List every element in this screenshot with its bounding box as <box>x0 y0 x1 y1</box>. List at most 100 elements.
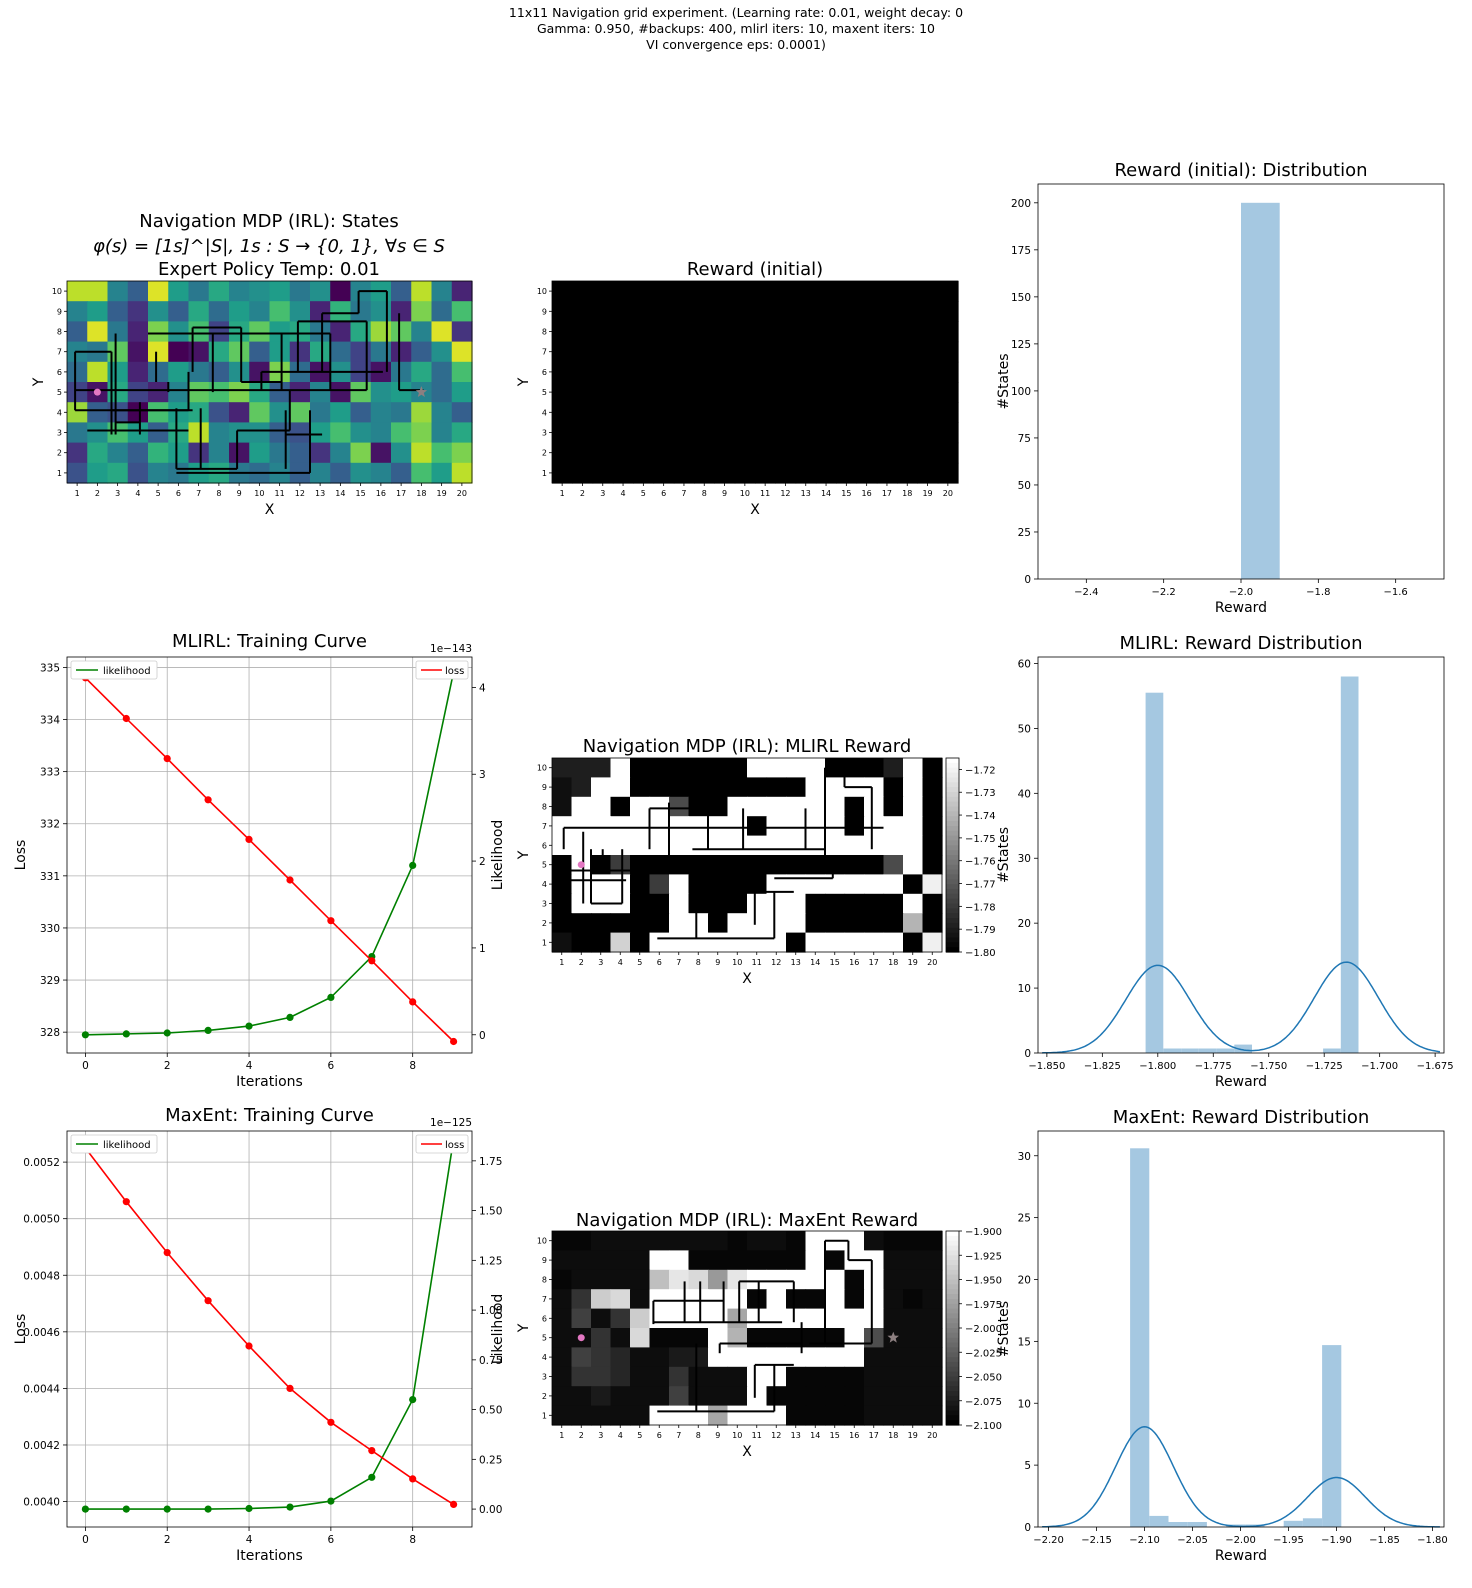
expert-trajectories <box>74 290 424 474</box>
histogram-bars <box>1130 1148 1342 1527</box>
x-tick-label: 14 <box>335 489 345 498</box>
heatmap-cell <box>330 281 352 302</box>
heatmap-cell <box>805 835 826 856</box>
y-right-tick-label: 0.50 <box>479 1405 502 1417</box>
figure-suptitle: 11x11 Navigation grid experiment. (Learn… <box>0 5 1472 53</box>
y-tick-label: 30 <box>1018 1151 1031 1163</box>
x-tick-label: 4 <box>618 958 623 967</box>
heatmap-cell <box>937 341 959 363</box>
heatmap-cell <box>864 893 885 914</box>
colorbar-tick-label: −1.900 <box>965 1227 1002 1238</box>
heatmap-cell <box>148 462 169 484</box>
heatmap-cell <box>844 1308 865 1329</box>
heatmap-cell <box>897 341 918 363</box>
heatmap-cell <box>922 777 943 798</box>
legend-box <box>70 1134 158 1154</box>
heatmap-cell <box>922 758 943 778</box>
heatmap-cell <box>864 796 885 817</box>
heatmap-cell <box>883 1405 904 1426</box>
heatmap-cell <box>883 932 904 953</box>
heatmap-cell <box>883 1366 904 1387</box>
x-tick-label: 11 <box>760 489 770 498</box>
x-tick-label: 20 <box>927 958 937 967</box>
heatmap-cell <box>591 1328 612 1348</box>
heatmap-cell <box>610 932 631 953</box>
heatmap-cell <box>844 1328 865 1348</box>
colorbar-segment <box>946 869 959 875</box>
heatmap-cell <box>786 913 807 934</box>
heatmap-cell <box>917 281 939 302</box>
y-tick-label: 8 <box>542 1276 547 1285</box>
start-marker <box>577 1334 585 1342</box>
x-tick-label: −1.750 <box>1250 1061 1287 1072</box>
heatmap-cell <box>649 855 670 875</box>
heatmap-cell <box>688 893 709 914</box>
heatmap-cell <box>844 893 865 914</box>
heatmap-cell <box>775 442 797 464</box>
x-tick-label: 4 <box>621 489 626 498</box>
heatmap-cell <box>350 341 372 363</box>
histogram-bar <box>1181 1048 1199 1053</box>
heatmap-cell <box>825 932 846 953</box>
heatmap-cell <box>148 402 169 423</box>
heatmap-cell <box>148 301 169 322</box>
x-tick-label: −2.4 <box>1074 587 1098 598</box>
data-point <box>327 1418 335 1426</box>
heatmap-cell <box>591 1386 612 1407</box>
heatmap-cell <box>815 321 837 343</box>
heatmap-cell <box>591 1405 612 1426</box>
heatmap-cell <box>571 835 592 856</box>
heatmap-cell <box>917 321 939 343</box>
heatmap-cell <box>591 835 612 856</box>
heatmap-cell <box>612 301 634 322</box>
heatmap-cell <box>775 402 797 423</box>
heatmap-cell <box>805 1269 826 1290</box>
colorbar-segment <box>946 762 959 769</box>
heatmap-cell <box>649 932 670 953</box>
x-tick-label: 16 <box>849 958 859 967</box>
heatmap-cell <box>922 932 943 953</box>
heatmap-cell <box>922 1289 943 1310</box>
heatmap-cell <box>451 402 473 423</box>
heatmap-cell <box>552 777 573 798</box>
heatmap-cell <box>766 1405 787 1426</box>
heatmap-cell <box>330 341 352 363</box>
heatmap-cell <box>610 1289 631 1310</box>
heatmap-cell <box>805 932 826 953</box>
x-tick-label: 8 <box>409 1060 416 1072</box>
colorbar-segment <box>946 758 959 764</box>
colorbar-segment <box>946 811 959 817</box>
x-tick-label: 19 <box>908 1431 918 1440</box>
data-point <box>368 1473 376 1481</box>
data-point <box>204 1297 212 1305</box>
heatmap-cell <box>825 913 846 934</box>
colorbar-segment <box>946 816 959 822</box>
heatmap-cell <box>669 816 690 837</box>
heatmap-cell <box>592 301 614 322</box>
x-axis-label: X <box>265 502 275 518</box>
y-tick-label: 10 <box>537 764 547 773</box>
heatmap-cell <box>653 321 675 343</box>
y-tick-label: 1 <box>542 938 547 947</box>
colorbar-segment <box>946 1250 959 1256</box>
heatmap-cell <box>876 402 898 423</box>
heatmap-cell <box>864 932 885 953</box>
heatmap-cell <box>289 321 311 343</box>
heatmap-cell <box>411 402 433 423</box>
legend-label: likelihood <box>103 1140 151 1151</box>
y-tick-label: 0 <box>1024 1522 1031 1534</box>
y-tick-label: 25 <box>1018 527 1031 539</box>
heatmap-cell <box>249 281 271 302</box>
x-tick-label: 18 <box>888 958 898 967</box>
heatmap-cell <box>897 442 918 464</box>
heatmap-cell <box>727 1328 748 1348</box>
x-tick-label: 2 <box>164 1060 171 1072</box>
heatmap-cell <box>747 816 768 837</box>
expert-trajectories <box>562 766 884 940</box>
heatmap-cell <box>591 932 612 953</box>
heatmap-cell <box>815 422 837 444</box>
expert-trajectories <box>652 1239 873 1413</box>
heatmap-cell <box>310 301 331 322</box>
heatmap-cell <box>431 301 453 322</box>
heatmap-cell <box>766 1347 787 1368</box>
